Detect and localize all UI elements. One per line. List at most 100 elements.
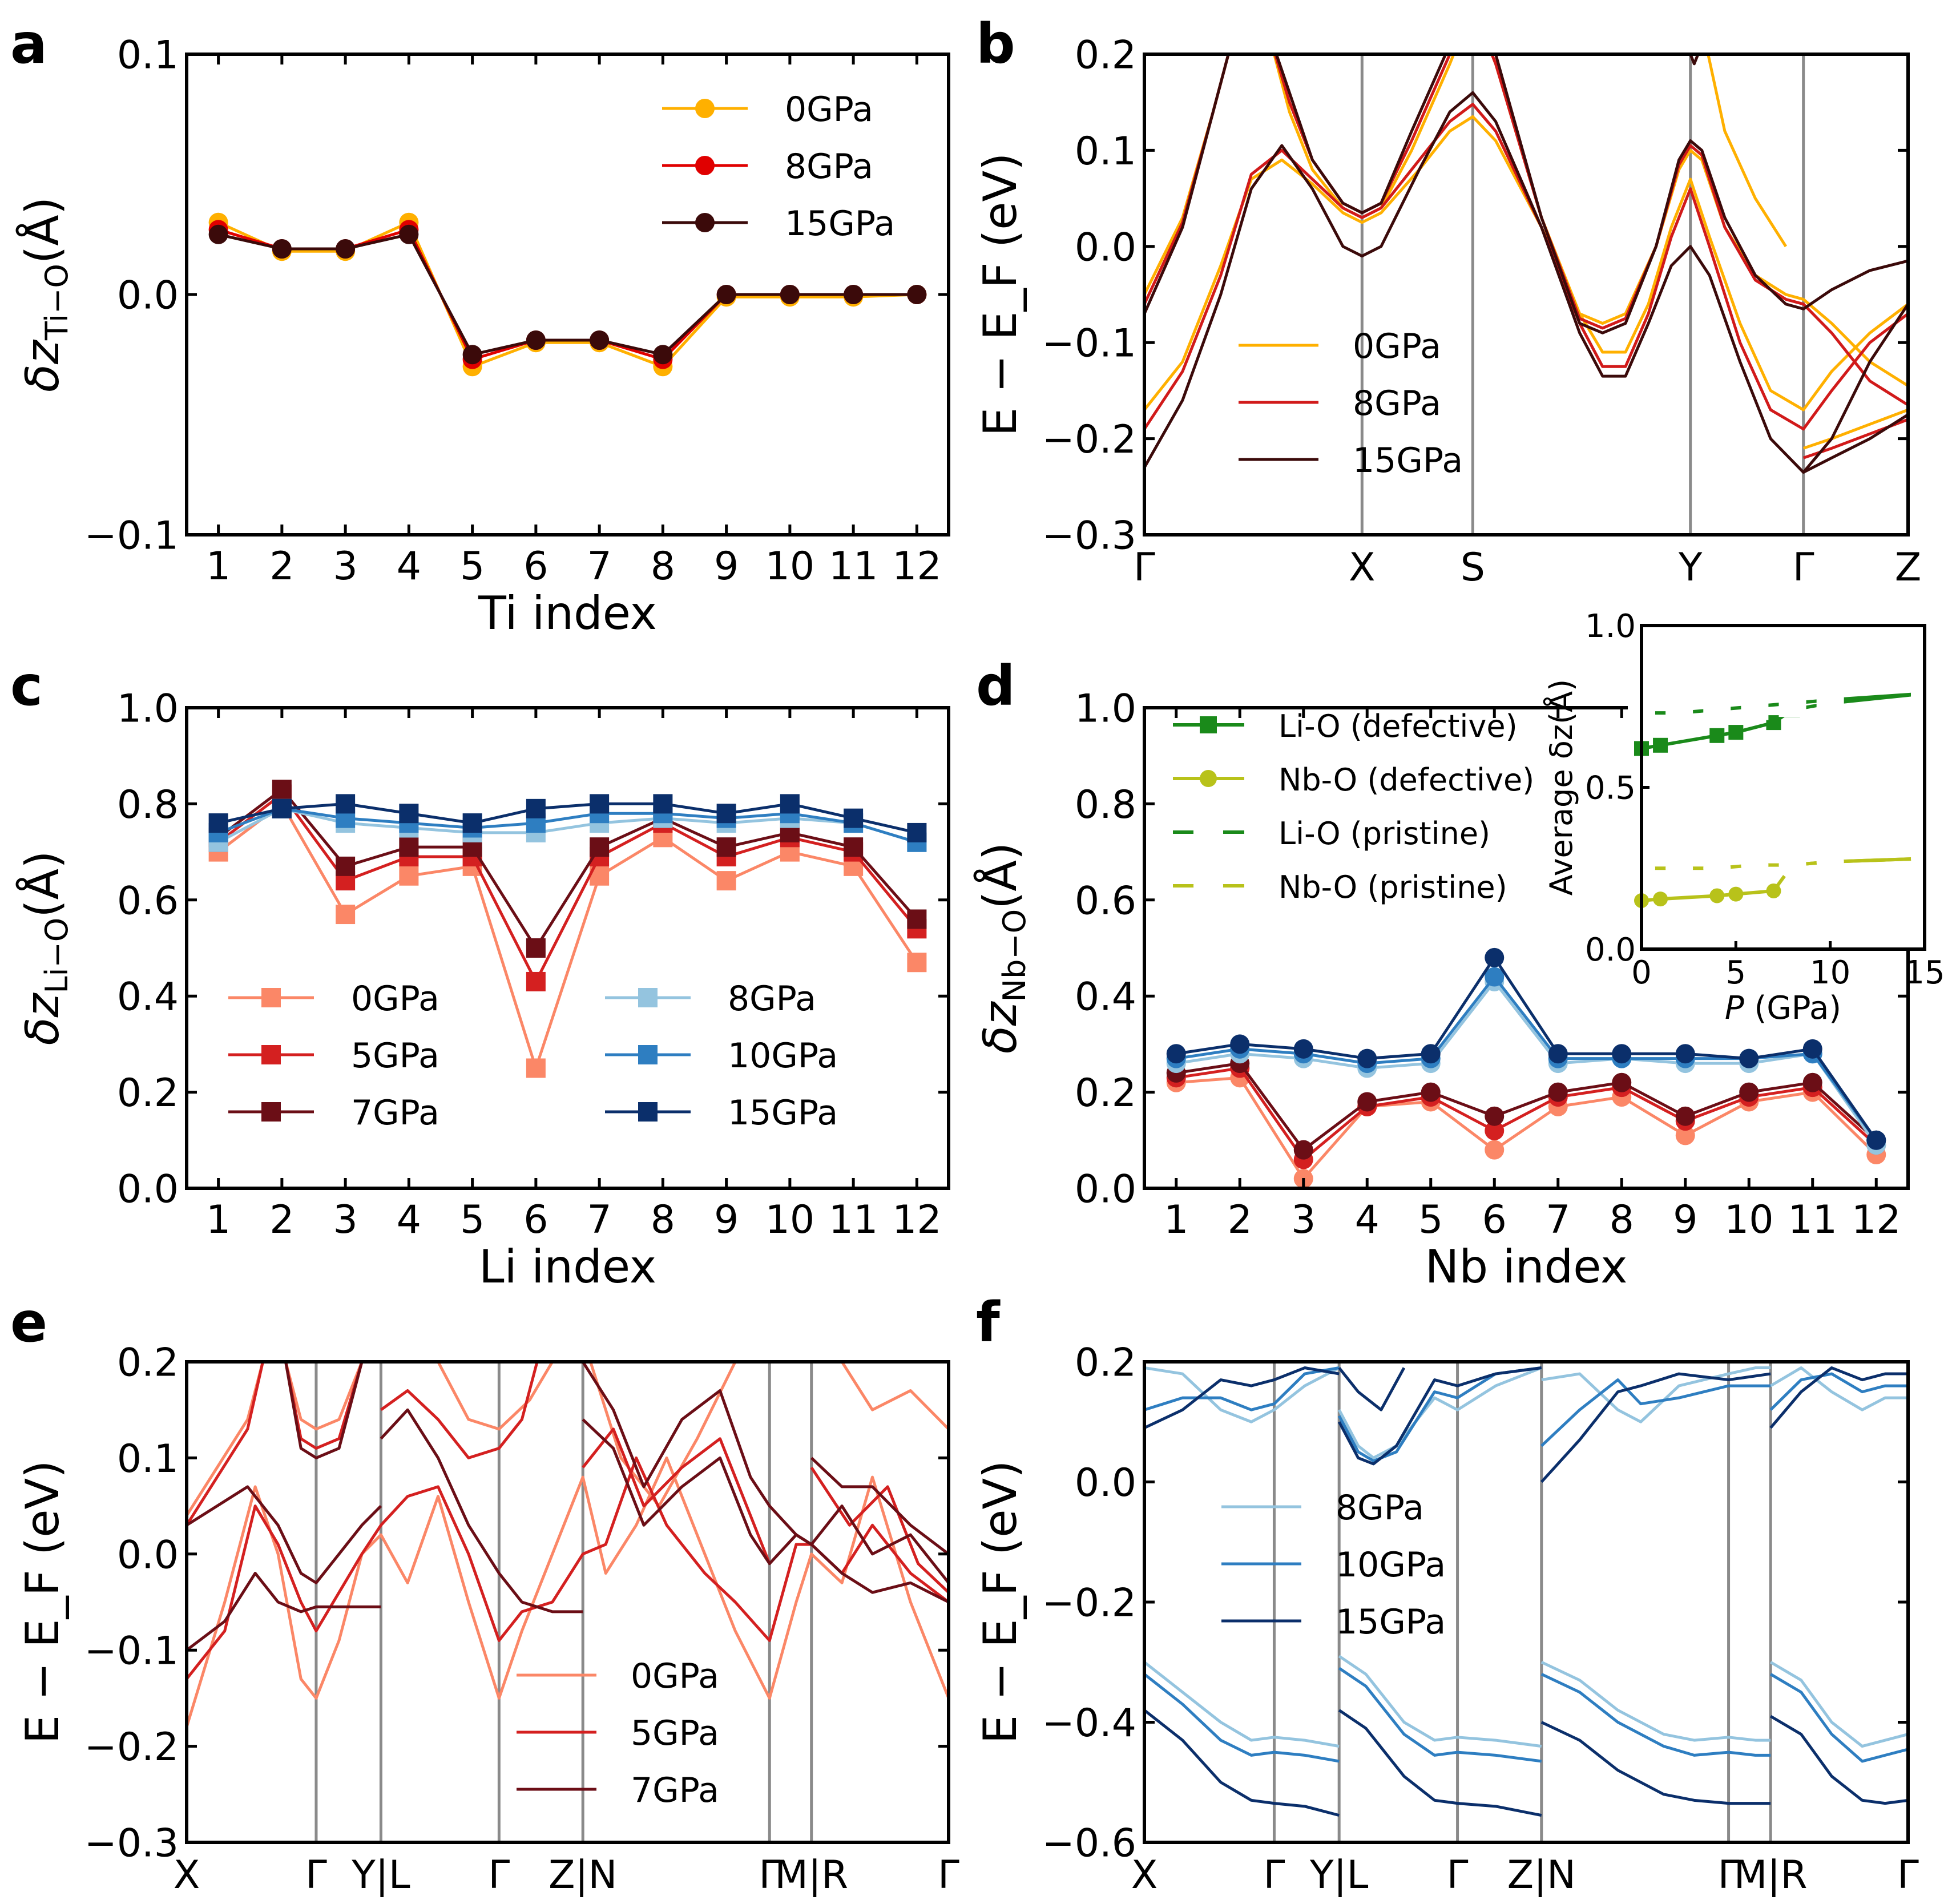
data-point [526, 330, 546, 350]
bands [187, 1362, 949, 1728]
band-line [1338, 1667, 1542, 1763]
legend-marker [261, 1045, 281, 1064]
series-line [217, 801, 918, 1073]
axes-frame [1143, 53, 1910, 536]
band-line [1144, 91, 1908, 474]
kpath-label: X [174, 1853, 200, 1898]
x-tick-label: 5 [1418, 1197, 1443, 1243]
kpath-label: Y|L [1309, 1853, 1368, 1898]
band-line [1275, 54, 1447, 215]
x-tick-label: 1 [1164, 1197, 1188, 1243]
series-0GPa [208, 794, 927, 1078]
x-tick-label: 8 [1610, 1197, 1634, 1243]
y-axis-label-unit: (Å) [15, 197, 69, 264]
data-point [1739, 1082, 1759, 1102]
series-8GPa [1144, 1366, 1908, 1748]
x-tick-label: 12 [1852, 1197, 1901, 1243]
legend-label: 8GPa [1336, 1488, 1424, 1528]
x-tick-label: 10 [1724, 1197, 1774, 1243]
data-point [336, 794, 356, 814]
data-point [462, 345, 482, 365]
series-line [1176, 979, 1878, 1146]
data-point [907, 822, 927, 842]
data-point [844, 808, 864, 828]
kpath-label: Y|L [351, 1853, 410, 1898]
data-point [1709, 888, 1725, 903]
panel-label: e [10, 1290, 47, 1354]
band-line [1540, 1372, 1771, 1483]
series-8GPa [1144, 54, 1908, 459]
data-point [336, 239, 356, 259]
legend-marker [695, 99, 715, 118]
band-line [284, 1362, 364, 1431]
y-tick-label: 0.8 [1075, 782, 1136, 828]
panel-label: f [976, 1290, 1001, 1354]
data-point [1485, 967, 1505, 987]
data-point [208, 813, 228, 833]
series-line [217, 792, 918, 985]
series-Nb-O (defective) [1634, 851, 1932, 908]
band-line [1144, 103, 1908, 431]
y-tick-label: 0.2 [117, 1340, 179, 1385]
y-tick-label: 0.2 [1075, 1340, 1136, 1385]
panel-label: c [10, 654, 43, 718]
band-line [1540, 1673, 1771, 1757]
y-axis-label-main: δz [974, 1001, 1027, 1054]
kpath-label: Γ [1718, 1853, 1740, 1898]
data-point [1612, 1072, 1632, 1092]
inset-background [1642, 626, 1925, 949]
data-point [1485, 1140, 1505, 1160]
data-point [526, 938, 546, 958]
data-point [907, 953, 927, 973]
band-line [1144, 54, 1230, 296]
kpath-label: Z [1895, 545, 1922, 590]
y-tick-label: 0.4 [117, 975, 179, 1020]
kpath-label: X [1349, 545, 1376, 590]
legend-label: Nb-O (pristine) [1279, 869, 1507, 905]
legend-label: 0GPa [1353, 326, 1441, 366]
data-point [780, 285, 800, 304]
band-line [1769, 1661, 1908, 1748]
y-tick-label: 0.1 [1075, 129, 1136, 174]
band-line [187, 1456, 949, 1680]
band-line [1337, 1366, 1542, 1463]
bands [1144, 1366, 1908, 1817]
y-axis-label-sub: Li−O [39, 918, 75, 994]
series-line [217, 807, 918, 844]
series-7GPa [208, 780, 927, 958]
y-tick-label: 0.0 [1075, 1167, 1136, 1212]
y-tick-label: −0.1 [84, 1629, 179, 1674]
x-tick-label: 11 [829, 1197, 878, 1243]
data-point [1293, 1140, 1313, 1160]
axes-frame [185, 706, 950, 1190]
kpath-label: Γ [488, 1853, 510, 1898]
panel-label: a [10, 12, 47, 76]
y-tick-label: 0.0 [1075, 225, 1136, 270]
x-tick-label: 11 [829, 544, 878, 589]
x-tick-label: 4 [397, 544, 421, 589]
series-line [1176, 1062, 1877, 1152]
band-line [187, 1362, 264, 1526]
band-line [1337, 1366, 1542, 1466]
legend-label: 0GPa [351, 979, 439, 1019]
legend-label: 0GPa [785, 90, 873, 130]
y-axis-label: δzNb−O(Å) [973, 842, 1033, 1054]
data-point [844, 837, 864, 857]
data-point [526, 971, 546, 991]
data-point [1665, 699, 1693, 727]
data-point [653, 345, 673, 365]
legend-label: 5GPa [351, 1036, 439, 1076]
y-tick-label: −0.2 [1042, 1580, 1136, 1625]
legend-label: 7GPa [351, 1093, 439, 1133]
legend-marker [1200, 770, 1217, 787]
band-line [1490, 54, 1908, 388]
data-point [1766, 883, 1781, 898]
data-point [590, 837, 610, 857]
kpath-label: M|R [775, 1853, 848, 1898]
data-point [1703, 854, 1731, 882]
x-tick-label: 9 [714, 544, 739, 589]
legend-label: 10GPa [728, 1036, 838, 1076]
x-tick-label: 2 [269, 1197, 294, 1243]
x-axis-label: Nb index [1425, 1240, 1628, 1293]
